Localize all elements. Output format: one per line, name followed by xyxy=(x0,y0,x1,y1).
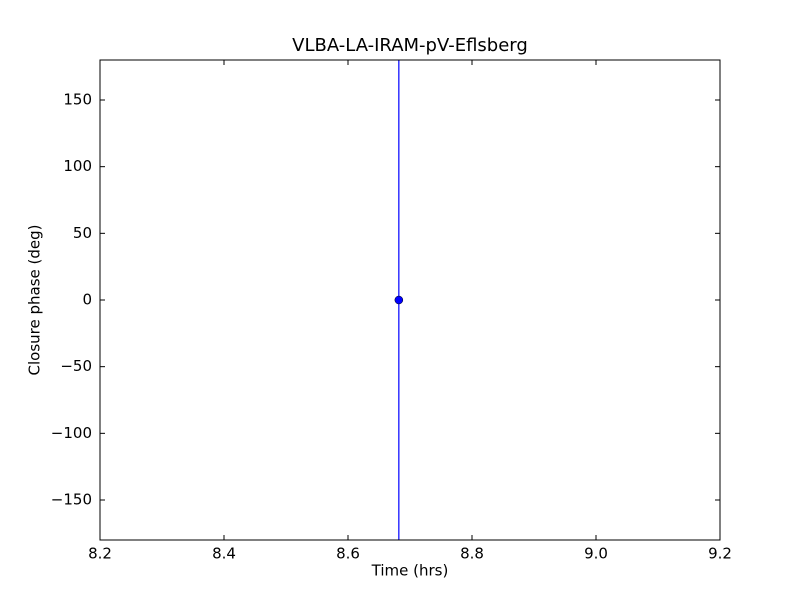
x-tick-label: 8.8 xyxy=(460,545,484,563)
x-tick-label: 8.6 xyxy=(336,545,360,563)
y-axis-label: Closure phase (deg) xyxy=(26,225,44,376)
plot-area xyxy=(394,60,404,540)
y-tick-label: 100 xyxy=(63,157,92,175)
x-tick-label: 9.0 xyxy=(584,545,608,563)
x-axis-label: Time (hrs) xyxy=(371,562,449,580)
y-tick-label: −150 xyxy=(51,491,92,509)
x-tick-label: 9.2 xyxy=(708,545,732,563)
data-point xyxy=(394,295,404,305)
x-tick-label: 8.4 xyxy=(212,545,236,563)
plot-frame xyxy=(99,59,721,541)
y-tick-label: 50 xyxy=(73,224,92,242)
chart-title: VLBA-LA-IRAM-pV-Eflsberg xyxy=(292,35,528,56)
y-tick-label: 0 xyxy=(82,291,92,309)
x-tick-label: 8.2 xyxy=(88,545,112,563)
y-tick-label: −100 xyxy=(51,424,92,442)
y-tick-label: 150 xyxy=(63,91,92,109)
y-tick-label: −50 xyxy=(60,357,92,375)
